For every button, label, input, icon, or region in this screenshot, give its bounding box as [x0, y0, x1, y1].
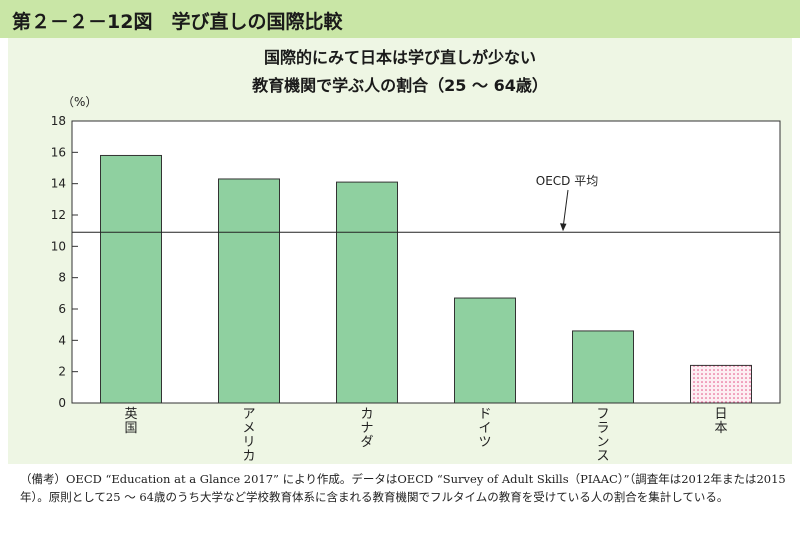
note: （備考）OECD “Education at a Glance 2017” によ… [20, 470, 790, 506]
x-category-label: ツ [478, 435, 491, 450]
y-tick-label: 12 [51, 208, 66, 222]
plot-area [71, 120, 781, 404]
y-tick-label: 14 [51, 177, 66, 191]
bars [100, 154, 752, 404]
y-tick-label: 2 [58, 365, 66, 379]
x-category-label: ラ [596, 421, 609, 436]
oecd-average: OECD 平均 [72, 174, 780, 233]
bar [454, 297, 516, 404]
x-category-label: カ [360, 407, 373, 422]
x-category-label: 英 [124, 407, 137, 422]
x-category-label: ス [596, 449, 609, 464]
y-tick-label: 6 [58, 302, 66, 316]
y-tick-label: 4 [58, 333, 66, 347]
oecd-average-leader [562, 189, 569, 229]
bar [336, 181, 398, 404]
chart-title-line-2: 教育機関で学ぶ人の割合（25 ～ 64歳） [252, 76, 548, 95]
x-category-label: ド [478, 407, 491, 422]
x-category-label: イ [478, 421, 491, 436]
x-category-label: ダ [360, 435, 373, 450]
x-category-label: 日 [714, 407, 727, 422]
bar [218, 178, 280, 404]
y-tick-label: 8 [58, 271, 66, 285]
y-tick-label: 0 [58, 396, 66, 410]
figure-label: 第２－２－12図 学び直しの国際比較 [12, 11, 343, 33]
x-category-label: ア [242, 407, 255, 422]
y-tick-label: 18 [51, 114, 66, 128]
bar [100, 154, 162, 404]
y-axis: 0 2 4 6 8 10 12 14 16 18 [51, 114, 78, 410]
note-prefix: （備考） [20, 472, 66, 486]
x-category-label: 本 [714, 421, 727, 436]
x-category-label: ナ [360, 421, 373, 436]
y-unit-label: （%） [62, 95, 97, 109]
x-category-label: 国 [124, 421, 137, 436]
x-category-label: メ [242, 421, 255, 436]
x-category-label: カ [242, 449, 255, 464]
y-tick-label: 10 [51, 239, 66, 253]
x-category-label: リ [242, 435, 255, 450]
y-tick-label: 16 [51, 145, 66, 159]
bar-japan [690, 364, 752, 404]
oecd-average-label: OECD 平均 [536, 174, 598, 188]
oecd-average-arrowhead [560, 223, 567, 232]
note-text: OECD “Education at a Glance 2017” により作成。… [20, 472, 786, 504]
x-category-label: フ [596, 407, 609, 422]
chart-title-line-1: 国際的にみて日本は学び直しが少ない [263, 48, 536, 67]
x-category-label: ン [596, 435, 609, 450]
bar [572, 330, 634, 404]
header-band [0, 0, 800, 38]
